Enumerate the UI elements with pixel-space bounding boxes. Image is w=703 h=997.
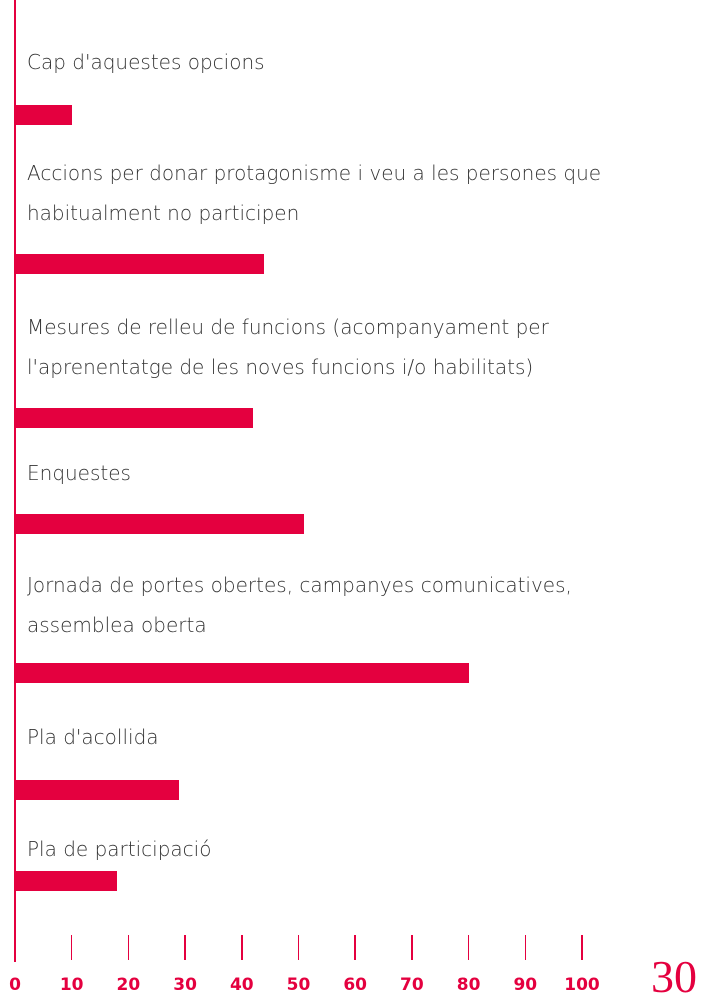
x-tick-label: 20	[116, 975, 141, 995]
category-label: Jornada de portes obertes, campanyes com…	[27, 573, 572, 637]
bar	[15, 871, 118, 891]
page-number: 30	[651, 951, 697, 997]
tick-mark	[184, 935, 186, 960]
category-label: Accions per donar protagonisme i veu a l…	[27, 161, 602, 225]
tick-mark	[297, 935, 300, 960]
x-tick-label: 10	[59, 975, 84, 995]
tick-mark	[127, 935, 130, 960]
x-tick-label: 0	[9, 975, 21, 995]
category-label: Pla d'acollida	[27, 725, 159, 749]
category-label: Enquestes	[27, 461, 131, 485]
tick-mark	[354, 935, 356, 960]
x-tick-label: 90	[513, 975, 538, 995]
x-tick-label: 100	[564, 975, 600, 995]
x-tick-label: 60	[343, 975, 368, 995]
category-label: Mesures de relleu de funcions (acompanya…	[27, 315, 549, 379]
category-label: Pla de participació	[27, 837, 212, 861]
x-tick-label: 70	[400, 975, 424, 995]
bar	[15, 254, 265, 274]
x-tick-label: 50	[286, 975, 311, 995]
x-tick-label: 80	[456, 975, 481, 995]
tick-mark	[411, 935, 413, 960]
tick-mark	[581, 935, 583, 960]
bar	[15, 408, 254, 428]
category-label: Cap d'aquestes opcions	[27, 50, 265, 74]
bar	[15, 663, 469, 683]
bar	[15, 780, 180, 800]
bar	[15, 105, 72, 125]
tick-mark	[70, 935, 73, 960]
bar	[15, 514, 305, 534]
tick-mark	[467, 935, 470, 960]
x-tick-label: 30	[173, 975, 197, 995]
tick-mark	[241, 935, 243, 960]
tick-mark	[524, 935, 527, 960]
axis-line	[14, 0, 16, 962]
x-tick-label: 40	[229, 975, 254, 995]
